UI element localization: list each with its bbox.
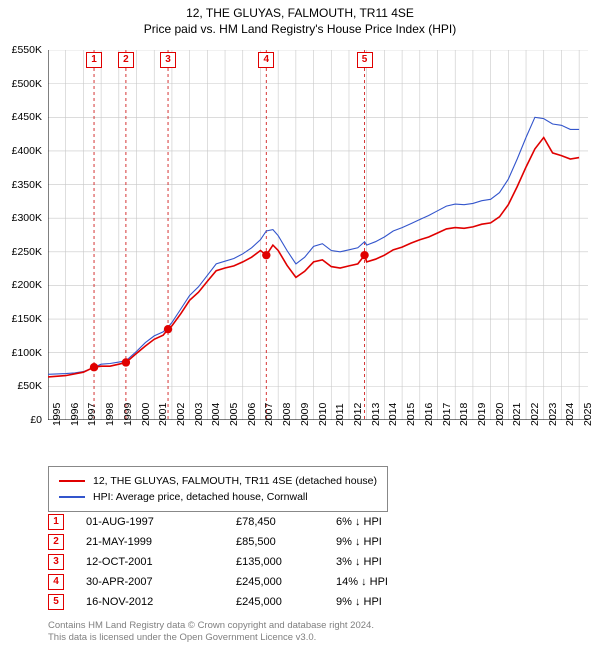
transaction-row: 2 21-MAY-1999£85,5009% ↓ HPI — [48, 532, 456, 552]
attribution-line1: Contains HM Land Registry data © Crown c… — [48, 620, 374, 632]
xtick-label: 2000 — [140, 403, 152, 426]
transaction-row: 3 12-OCT-2001£135,0003% ↓ HPI — [48, 552, 456, 572]
ytick-label: £450K — [0, 111, 42, 123]
xtick-label: 2006 — [246, 403, 258, 426]
xtick-label: 2011 — [334, 403, 346, 426]
transaction-price: £135,000 — [236, 556, 336, 568]
xtick-label: 2009 — [299, 403, 311, 426]
legend-row-property: 12, THE GLUYAS, FALMOUTH, TR11 4SE (deta… — [59, 473, 377, 489]
chart-svg — [48, 50, 588, 420]
xtick-label: 2023 — [547, 403, 559, 426]
ytick-label: £150K — [0, 313, 42, 325]
xtick-label: 2005 — [228, 403, 240, 426]
chart-titles: 12, THE GLUYAS, FALMOUTH, TR11 4SE Price… — [0, 6, 600, 36]
transaction-badge: 4 — [48, 574, 64, 590]
xtick-label: 1996 — [69, 403, 81, 426]
transaction-badge: 3 — [48, 554, 64, 570]
ytick-label: £250K — [0, 246, 42, 258]
xtick-label: 2018 — [458, 403, 470, 426]
xtick-label: 2010 — [317, 403, 329, 426]
xtick-label: 2016 — [423, 403, 435, 426]
xtick-label: 2002 — [175, 403, 187, 426]
xtick-label: 2015 — [405, 403, 417, 426]
xtick-label: 2012 — [352, 403, 364, 426]
event-badge: 1 — [86, 52, 102, 68]
legend-row-hpi: HPI: Average price, detached house, Corn… — [59, 489, 377, 505]
transaction-badge: 1 — [48, 514, 64, 530]
chart-container: { "title_line1": "12, THE GLUYAS, FALMOU… — [0, 6, 600, 650]
transaction-badge: 2 — [48, 534, 64, 550]
legend-swatch-property — [59, 480, 85, 482]
transaction-price: £78,450 — [236, 516, 336, 528]
transaction-date: 30-APR-2007 — [86, 576, 236, 588]
xtick-label: 2020 — [494, 403, 506, 426]
title-subtitle: Price paid vs. HM Land Registry's House … — [0, 22, 600, 36]
xtick-label: 2008 — [281, 403, 293, 426]
legend-box: 12, THE GLUYAS, FALMOUTH, TR11 4SE (deta… — [48, 466, 388, 512]
xtick-label: 2007 — [263, 403, 275, 426]
xtick-label: 2001 — [157, 403, 169, 426]
xtick-label: 2021 — [511, 403, 523, 426]
event-badge: 3 — [160, 52, 176, 68]
event-badge: 5 — [357, 52, 373, 68]
title-address: 12, THE GLUYAS, FALMOUTH, TR11 4SE — [0, 6, 600, 20]
legend-label-hpi: HPI: Average price, detached house, Corn… — [93, 491, 308, 503]
transaction-row: 1 01-AUG-1997£78,4506% ↓ HPI — [48, 512, 456, 532]
event-badge: 2 — [118, 52, 134, 68]
xtick-label: 2022 — [529, 403, 541, 426]
xtick-label: 2004 — [210, 403, 222, 426]
legend-swatch-hpi — [59, 496, 85, 498]
transaction-badge: 5 — [48, 594, 64, 610]
transaction-row: 4 30-APR-2007£245,00014% ↓ HPI — [48, 572, 456, 592]
transaction-date: 01-AUG-1997 — [86, 516, 236, 528]
xtick-label: 2017 — [441, 403, 453, 426]
xtick-label: 2025 — [582, 403, 594, 426]
transactions-table: 101-AUG-1997£78,4506% ↓ HPI221-MAY-1999£… — [48, 512, 456, 612]
ytick-label: £300K — [0, 212, 42, 224]
xtick-label: 2024 — [564, 403, 576, 426]
ytick-label: £50K — [0, 380, 42, 392]
transaction-date: 12-OCT-2001 — [86, 556, 236, 568]
transaction-date: 21-MAY-1999 — [86, 536, 236, 548]
legend-label-property: 12, THE GLUYAS, FALMOUTH, TR11 4SE (deta… — [93, 475, 377, 487]
xtick-label: 2014 — [387, 403, 399, 426]
xtick-label: 2013 — [370, 403, 382, 426]
ytick-label: £0 — [0, 414, 42, 426]
ytick-label: £400K — [0, 145, 42, 157]
ytick-label: £100K — [0, 347, 42, 359]
transaction-price: £85,500 — [236, 536, 336, 548]
transaction-diff: 3% ↓ HPI — [336, 556, 456, 568]
ytick-label: £500K — [0, 78, 42, 90]
transaction-price: £245,000 — [236, 596, 336, 608]
xtick-label: 2003 — [193, 403, 205, 426]
transaction-diff: 14% ↓ HPI — [336, 576, 456, 588]
attribution-line2: This data is licensed under the Open Gov… — [48, 632, 374, 644]
ytick-label: £350K — [0, 179, 42, 191]
attribution-text: Contains HM Land Registry data © Crown c… — [48, 620, 374, 644]
xtick-label: 1997 — [86, 403, 98, 426]
transaction-row: 5 16-NOV-2012£245,0009% ↓ HPI — [48, 592, 456, 612]
xtick-label: 1995 — [51, 403, 63, 426]
ytick-label: £550K — [0, 44, 42, 56]
transaction-price: £245,000 — [236, 576, 336, 588]
xtick-label: 2019 — [476, 403, 488, 426]
xtick-label: 1999 — [122, 403, 134, 426]
transaction-diff: 9% ↓ HPI — [336, 536, 456, 548]
transaction-diff: 6% ↓ HPI — [336, 516, 456, 528]
transaction-date: 16-NOV-2012 — [86, 596, 236, 608]
ytick-label: £200K — [0, 279, 42, 291]
event-badge: 4 — [258, 52, 274, 68]
xtick-label: 1998 — [104, 403, 116, 426]
chart-plot-area: £0£50K£100K£150K£200K£250K£300K£350K£400… — [48, 50, 588, 420]
transaction-diff: 9% ↓ HPI — [336, 596, 456, 608]
